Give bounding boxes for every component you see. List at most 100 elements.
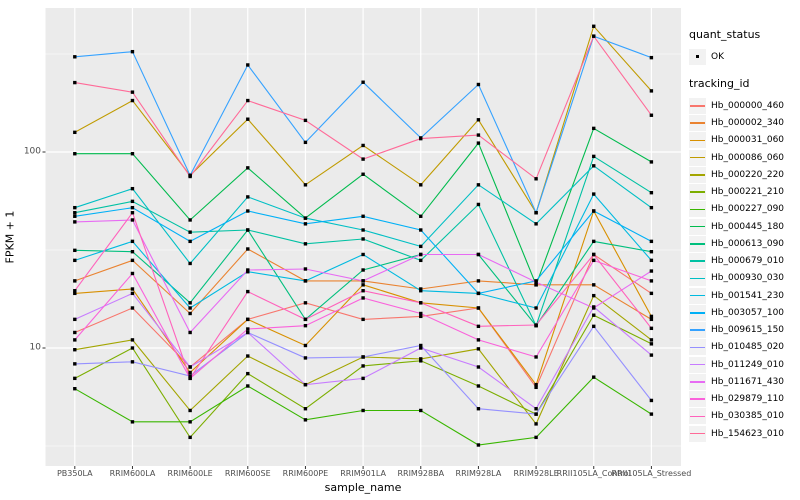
data-point <box>130 306 135 310</box>
data-point <box>419 357 423 361</box>
data-point <box>419 228 423 232</box>
data-point <box>73 220 77 224</box>
data-point <box>246 330 250 335</box>
data-point <box>361 143 365 148</box>
y-tick-label: 10 <box>29 342 41 353</box>
data-point <box>303 279 308 283</box>
legend-quant-status-title: quant_status <box>689 28 761 41</box>
data-point <box>649 326 654 331</box>
data-point <box>649 239 654 244</box>
data-point <box>130 271 135 276</box>
data-point <box>534 283 538 287</box>
line-swatch-icon <box>689 391 706 408</box>
data-point <box>649 291 654 296</box>
data-point <box>188 370 192 375</box>
data-point <box>130 199 135 204</box>
data-point <box>130 98 135 103</box>
data-point <box>361 408 365 413</box>
legend-item-Hb_000220_220: Hb_000220_220 <box>689 166 799 183</box>
data-point <box>188 239 192 244</box>
data-point <box>476 118 481 122</box>
data-point <box>246 228 250 232</box>
data-point <box>476 183 481 187</box>
data-point <box>419 136 423 141</box>
data-point <box>361 80 365 84</box>
data-point <box>246 195 250 199</box>
data-point <box>649 314 654 319</box>
data-point <box>303 140 308 145</box>
line-swatch-icon <box>689 184 706 201</box>
x-tick-label: RRII105LA_Stressed <box>611 469 692 478</box>
legend-tracking-id-items: Hb_000000_460 Hb_000002_340 Hb_000031_060 H… <box>689 97 799 442</box>
data-point <box>476 306 481 310</box>
legend-item-label: Hb_003057_100 <box>711 307 785 318</box>
data-point <box>649 279 654 283</box>
data-point <box>303 242 308 246</box>
data-point <box>73 152 77 156</box>
legend-item-Hb_000086_060: Hb_000086_060 <box>689 149 799 166</box>
line-swatch-icon <box>689 132 706 149</box>
legend-item-Hb_000445_180: Hb_000445_180 <box>689 218 799 235</box>
data-point <box>188 420 192 424</box>
data-point <box>419 359 423 363</box>
legend-item-Hb_154623_010: Hb_154623_010 <box>689 425 799 442</box>
legend-item-label: OK <box>711 51 724 62</box>
line-swatch-icon <box>689 218 706 235</box>
data-point <box>592 306 596 310</box>
data-point <box>592 209 596 213</box>
legend-item-label: Hb_030385_010 <box>711 411 785 422</box>
legend-item-Hb_000000_460: Hb_000000_460 <box>689 97 799 114</box>
data-point <box>476 365 481 369</box>
legend-item-label: Hb_011671_430 <box>711 376 785 387</box>
x-tick-label: RRIM901LA <box>340 469 386 478</box>
data-point <box>188 376 192 381</box>
line-swatch-icon <box>689 287 706 304</box>
data-point <box>188 174 192 179</box>
x-tick-label: RRIM600SE <box>224 469 271 478</box>
data-point <box>130 218 135 222</box>
data-point <box>246 209 250 213</box>
data-point <box>73 386 77 391</box>
data-point <box>303 418 308 422</box>
data-point <box>130 360 135 364</box>
legend-item-label: Hb_011249_010 <box>711 359 785 370</box>
data-point <box>592 375 596 379</box>
data-point <box>534 323 538 327</box>
legend-item-Hb_009615_150: Hb_009615_150 <box>689 322 799 339</box>
data-point <box>419 183 423 187</box>
data-point <box>130 249 135 254</box>
data-point <box>188 301 192 305</box>
data-point <box>361 157 365 161</box>
data-point <box>476 407 481 411</box>
data-point <box>649 317 654 322</box>
legend-item-Hb_000221_210: Hb_000221_210 <box>689 184 799 201</box>
y-axis-title: FPKM + 1 <box>3 210 17 264</box>
data-point <box>303 222 308 226</box>
y-tick-label: 100 <box>23 146 41 157</box>
legend-item-Hb_029879_110: Hb_029879_110 <box>689 391 799 408</box>
data-point <box>476 384 481 388</box>
data-point <box>592 283 596 287</box>
x-tick-label: PB350LA <box>56 469 93 478</box>
data-point <box>73 330 77 335</box>
data-point <box>188 218 192 222</box>
data-point <box>130 420 135 424</box>
data-point <box>649 353 654 357</box>
legend-tracking-id-block: tracking_id Hb_000000_460 Hb_000002_340 Hb… <box>689 77 799 442</box>
legend-item-label: Hb_000000_460 <box>711 100 785 111</box>
data-point <box>419 252 423 257</box>
data-point <box>303 382 308 387</box>
data-point <box>73 291 77 296</box>
legend-item-label: Hb_000221_210 <box>711 187 785 198</box>
line-swatch-icon <box>689 97 706 114</box>
data-point <box>303 301 308 305</box>
data-point <box>130 211 135 215</box>
data-point <box>476 443 481 447</box>
x-tick-label: RRIM600LA <box>109 469 156 478</box>
legend-item-label: Hb_029879_110 <box>711 394 785 405</box>
data-point <box>534 385 538 390</box>
line-swatch-icon <box>689 339 706 356</box>
data-point <box>130 239 135 244</box>
data-point <box>476 141 481 145</box>
data-point <box>534 355 538 359</box>
